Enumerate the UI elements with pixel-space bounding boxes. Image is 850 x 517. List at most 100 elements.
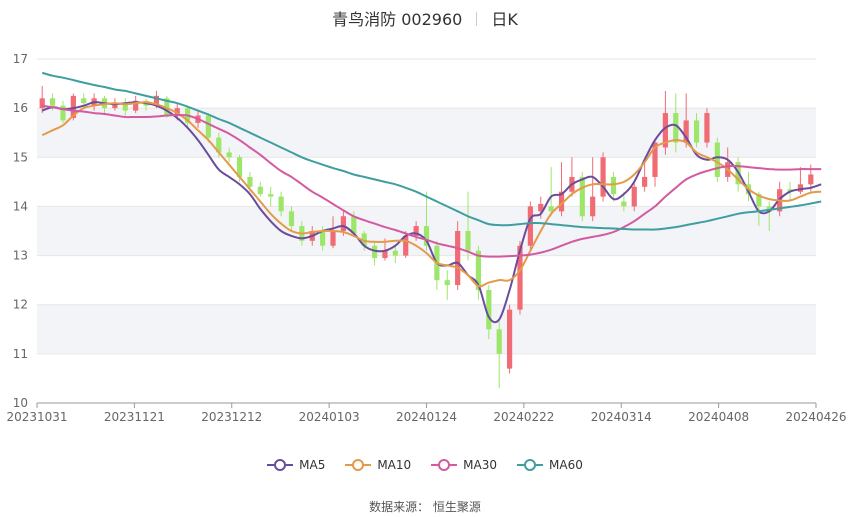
x-tick-label: 20231031 [6,410,67,424]
candle-down [496,319,502,389]
y-tick-label: 11 [13,347,28,361]
candle-body [465,231,471,251]
candle-body [486,289,492,330]
candle-body [413,226,419,236]
candle-body [288,211,295,227]
candle-body [444,280,450,286]
legend-item-ma30[interactable]: MA30 [431,458,497,472]
candle-body [247,176,253,187]
candle-body [787,189,793,192]
y-tick-label: 17 [13,52,28,66]
candle-up [330,216,336,249]
candle-body [112,103,118,109]
y-tick-label: 10 [13,396,28,410]
x-tick-label: 20240124 [396,410,457,424]
candle-body [278,196,284,212]
candle-down [465,191,471,261]
candle-down [392,245,398,263]
series-line-ma10 [41,101,822,288]
y-axis: 10 11 12 13 14 15 16 17 [13,52,28,410]
candle-body [527,206,533,246]
legend-item-ma10[interactable]: MA10 [345,458,411,472]
x-tick-label: 20231212 [201,410,262,424]
candle-up [600,152,606,202]
candle-body [600,157,606,197]
legend-marker-icon [517,459,544,471]
candle-down [205,113,211,143]
candle-body [361,233,367,246]
candle-body [81,98,87,104]
period-label: 日K [491,10,518,29]
candle-body [538,203,544,212]
candle-body [164,98,170,116]
candle-body [610,176,617,195]
candle-down [548,167,554,217]
candle-up [39,86,45,114]
legend-marker-icon [431,459,458,471]
moving-average-lines [41,71,822,324]
series-line-ma30 [42,104,822,258]
candle-down [766,201,772,231]
candle-up [590,157,596,222]
candle-body [475,250,482,290]
y-tick-label: 13 [13,249,28,263]
candle-down [714,137,720,182]
candle-body [704,113,710,143]
candle-body [662,113,668,148]
candle-up [506,304,513,374]
candle-body [756,194,762,207]
candle-body [205,115,211,138]
candle-body [423,226,430,246]
candle-body [403,235,409,256]
candle-body [371,245,378,259]
candle-body [122,103,128,111]
x-tick-label: 20231121 [104,410,165,424]
candle-body [60,105,66,121]
legend-label: MA5 [299,458,326,472]
candle-body [455,231,461,286]
y-tick-label: 16 [13,101,28,115]
data-source: 数据来源： 恒生聚源 [0,498,850,515]
x-tick-label: 20240103 [299,410,360,424]
candle-body [496,329,502,354]
candle-body [506,309,513,369]
candle-body [652,142,658,177]
legend-label: MA30 [463,458,498,472]
candle-body [621,201,627,207]
stock-name: 青鸟消防 002960 [332,10,463,29]
candle-body [216,137,222,153]
candle-down [164,95,170,118]
candle-body [226,152,232,158]
candle-up [558,162,565,217]
candle-down [693,113,700,148]
legend-item-ma5[interactable]: MA5 [267,458,325,472]
plot-band [37,304,816,354]
candle-down [444,270,450,300]
candle-down [60,100,66,123]
legend-label: MA60 [549,458,583,472]
candle-body [642,176,648,187]
candle-down [371,240,378,266]
legend: MA5 MA10 MA30 MA60 [0,458,850,472]
candle-up [662,90,668,155]
candle-body [39,98,45,109]
candle-down [288,206,295,231]
x-tick-label: 20240408 [688,410,749,424]
candle-up [569,157,575,197]
candle-body [49,98,56,106]
candle-up [631,181,637,212]
series-line-ma60 [41,71,822,231]
legend-label: MA10 [377,458,412,472]
y-tick-label: 15 [13,150,28,164]
source-name: 恒生聚源 [432,500,481,514]
candle-body [590,196,596,217]
x-axis: 20231031 20231121 20231212 20240103 20240124… [6,402,847,424]
legend-item-ma60[interactable]: MA60 [517,458,583,472]
candle-body [558,191,565,212]
candle-down [756,191,762,227]
candle-body [70,95,76,118]
candle-body [174,108,180,116]
y-tick-label: 14 [13,199,28,213]
candle-body [673,113,679,143]
